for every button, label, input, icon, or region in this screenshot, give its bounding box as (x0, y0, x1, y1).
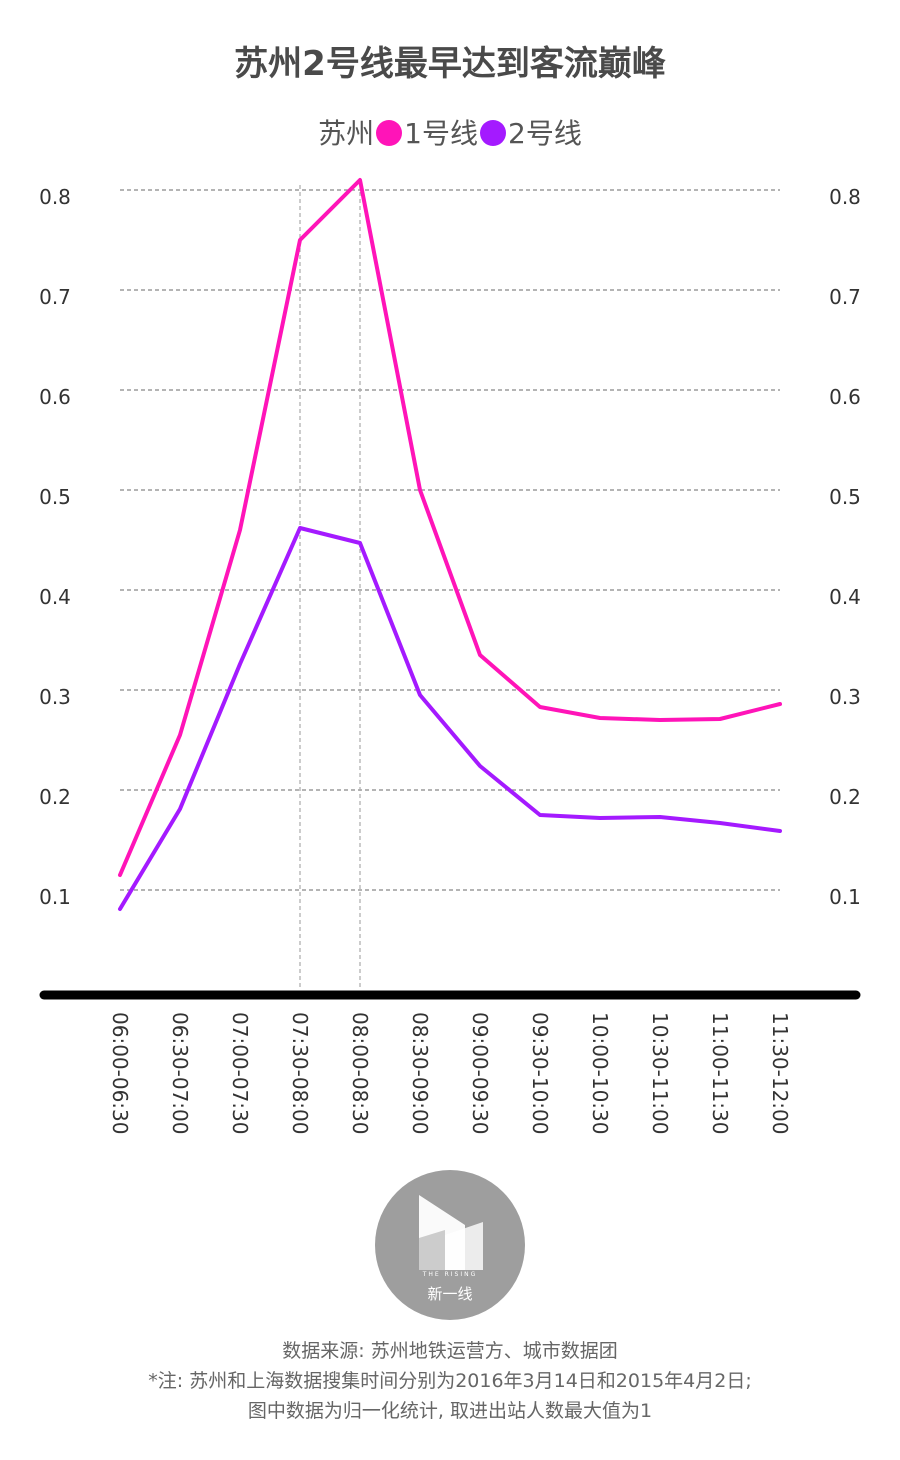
x-tick-label: 09:00-09:30 (468, 1012, 492, 1135)
x-tick-label: 10:30-11:00 (648, 1012, 672, 1135)
legend-dot-line2 (480, 120, 506, 146)
legend-label-line1: 1号线 (404, 117, 478, 150)
chart-title: 苏州2号线最早达到客流巅峰 (234, 44, 666, 84)
legend-prefix: 苏州 (318, 117, 375, 150)
x-tick-label: 07:30-08:00 (288, 1012, 312, 1135)
series-line-1 (118, 178, 782, 877)
y-tick-label-right: 0.7 (829, 285, 861, 309)
brand-logo: THE RISING 新一线 (375, 1170, 525, 1320)
y-tick-label-right: 0.6 (829, 385, 861, 409)
footer-notes: 数据来源: 苏州地铁运营方、城市数据团 *注: 苏州和上海数据搜集时间分别为20… (0, 1336, 900, 1426)
y-tick-label-right: 0.4 (829, 585, 861, 609)
x-tick-label: 11:00-11:30 (708, 1012, 732, 1135)
x-tick-label: 06:30-07:00 (168, 1012, 192, 1135)
y-tick-label-left: 0.6 (39, 385, 71, 409)
y-tick-label-left: 0.3 (39, 685, 71, 709)
y-tick-label-left: 0.1 (39, 885, 71, 909)
x-tick-label: 06:00-06:30 (108, 1012, 132, 1135)
y-tick-label-left: 0.7 (39, 285, 71, 309)
x-tick-label: 08:30-09:00 (408, 1012, 432, 1135)
logo-tiny-text: THE RISING (422, 1271, 478, 1278)
x-tick-label: 07:00-07:30 (228, 1012, 252, 1135)
x-tick-label: 11:30-12:00 (768, 1012, 792, 1135)
legend-label-line2: 2号线 (508, 117, 582, 150)
line-chart: 0.1 0.1 0.2 0.2 0.3 0.3 0.4 0.4 0.5 0.5 0.6 0.6 0.7 0… (39, 178, 861, 1135)
y-tick-label-left: 0.8 (39, 185, 71, 209)
y-tick-label-left: 0.4 (39, 585, 71, 609)
y-tick-label-right: 0.5 (829, 485, 861, 509)
footer-note-2: 图中数据为归一化统计, 取进出站人数最大值为1 (247, 1400, 653, 1422)
footer-note-1: *注: 苏州和上海数据搜集时间分别为2016年3月14日和2015年4月2日; (148, 1370, 752, 1392)
series-line-2 (118, 526, 782, 911)
legend: 苏州 1号线 2号线 (0, 112, 900, 152)
y-tick-label-right: 0.1 (829, 885, 861, 909)
x-tick-label: 10:00-10:30 (588, 1012, 612, 1135)
y-tick-label-left: 0.2 (39, 785, 71, 809)
x-tick-label: 09:30-10:00 (528, 1012, 552, 1135)
y-tick-label-right: 0.2 (829, 785, 861, 809)
y-tick-label-right: 0.8 (829, 185, 861, 209)
logo-sub-text: 新一线 (427, 1285, 473, 1303)
logo-mark-icon (419, 1195, 483, 1270)
x-tick-label: 08:00-08:30 (348, 1012, 372, 1135)
legend-dot-line1 (376, 120, 403, 146)
y-tick-label-left: 0.5 (39, 485, 71, 509)
footer-source: 数据来源: 苏州地铁运营方、城市数据团 (282, 1340, 618, 1362)
y-tick-label-right: 0.3 (829, 685, 861, 709)
